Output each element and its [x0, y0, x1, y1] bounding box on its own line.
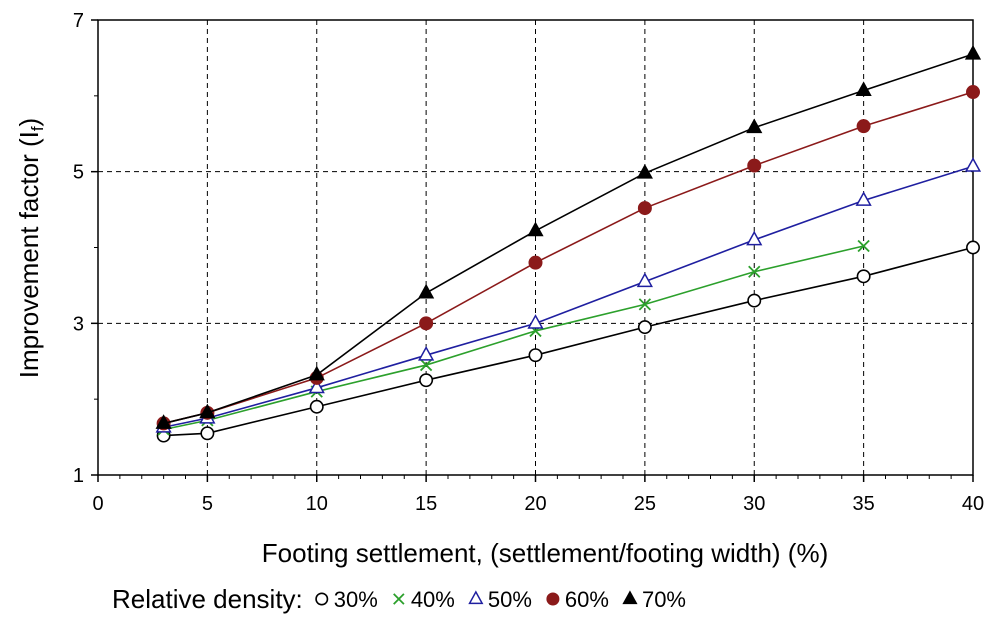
x-tick-label: 15: [415, 493, 437, 515]
data-point: [308, 378, 325, 394]
y-tick-label: 3: [73, 313, 84, 335]
series-line: [163, 91, 974, 425]
legend-entry: 60%: [546, 587, 609, 612]
data-point: [966, 85, 980, 100]
y-axis-title-subscript: f: [28, 126, 47, 131]
data-point: [418, 283, 435, 299]
data-point: [855, 191, 872, 206]
data-point: [857, 239, 870, 253]
data-point: [419, 358, 433, 372]
data-point: [419, 316, 434, 331]
data-point: [528, 348, 543, 363]
data-point: [856, 119, 871, 134]
legend-marker: [546, 592, 560, 606]
data-point: [856, 269, 871, 284]
data-point: [418, 345, 435, 361]
data-point: [747, 158, 762, 173]
x-tick-label: 35: [853, 493, 875, 515]
x-tick-label: 10: [306, 493, 328, 515]
series-50pct: [155, 157, 982, 433]
legend: Relative density: 30% 40% 50% 60% 70%: [112, 584, 686, 614]
series-70pct: [155, 44, 982, 429]
data-point: [638, 298, 652, 311]
x-axis-title: Footing settlement, (settlement/footing …: [262, 538, 828, 568]
legend-label: 60%: [565, 587, 609, 612]
data-point: [964, 157, 982, 172]
data-point: [200, 426, 215, 441]
x-tick-label: 20: [524, 493, 546, 515]
data-point: [964, 44, 982, 60]
series-layer: [155, 44, 982, 443]
series-30pct: [156, 240, 980, 443]
legend-marker: [468, 590, 484, 605]
axis-ticks: [91, 19, 974, 482]
data-point: [309, 399, 324, 414]
legend-marker: [315, 592, 329, 606]
series-line: [163, 53, 974, 425]
data-point: [527, 221, 544, 237]
x-tick-label: 0: [92, 493, 103, 515]
y-axis-title: Improvement factor (If): [14, 118, 47, 378]
legend-entry: 70%: [622, 587, 686, 612]
data-point: [637, 320, 652, 335]
data-point: [199, 403, 216, 419]
data-point: [528, 255, 543, 270]
y-axis-title-close: ): [14, 118, 44, 127]
legend-label: 40%: [411, 587, 455, 612]
legend-label: 70%: [642, 587, 686, 612]
x-tick-label: 5: [202, 493, 213, 515]
series-line: [163, 246, 974, 437]
data-point: [636, 163, 653, 179]
data-point: [747, 293, 762, 308]
legend-entry: 50%: [468, 587, 532, 612]
data-point: [527, 314, 544, 329]
legend-title: Relative density:: [112, 584, 303, 614]
legend-entry: 40%: [393, 587, 455, 612]
series-line: [163, 245, 864, 431]
data-point: [308, 365, 325, 381]
y-tick-label: 5: [73, 162, 84, 184]
y-axis-title-main: Improvement factor (I: [14, 131, 44, 378]
data-point: [637, 201, 652, 216]
data-point: [966, 240, 980, 255]
y-tick-label: 1: [73, 465, 84, 487]
series-40pct: [157, 239, 870, 436]
data-point: [746, 118, 763, 134]
data-point: [855, 81, 872, 96]
legend-marker: [393, 593, 405, 605]
legend-label: 30%: [334, 587, 378, 612]
grid-lines: [98, 20, 973, 475]
legend-label: 50%: [488, 587, 532, 612]
series-60pct: [156, 85, 980, 431]
legend-entry: 30%: [315, 587, 378, 612]
data-point: [748, 265, 761, 278]
data-point: [155, 414, 172, 429]
x-tick-label: 40: [962, 493, 984, 515]
data-point: [636, 272, 653, 288]
x-tick-label: 25: [634, 493, 656, 515]
data-point: [746, 230, 763, 246]
y-tick-label: 7: [73, 10, 84, 32]
x-tick-label: 30: [743, 493, 765, 515]
data-point: [419, 373, 434, 388]
legend-marker: [622, 590, 638, 605]
